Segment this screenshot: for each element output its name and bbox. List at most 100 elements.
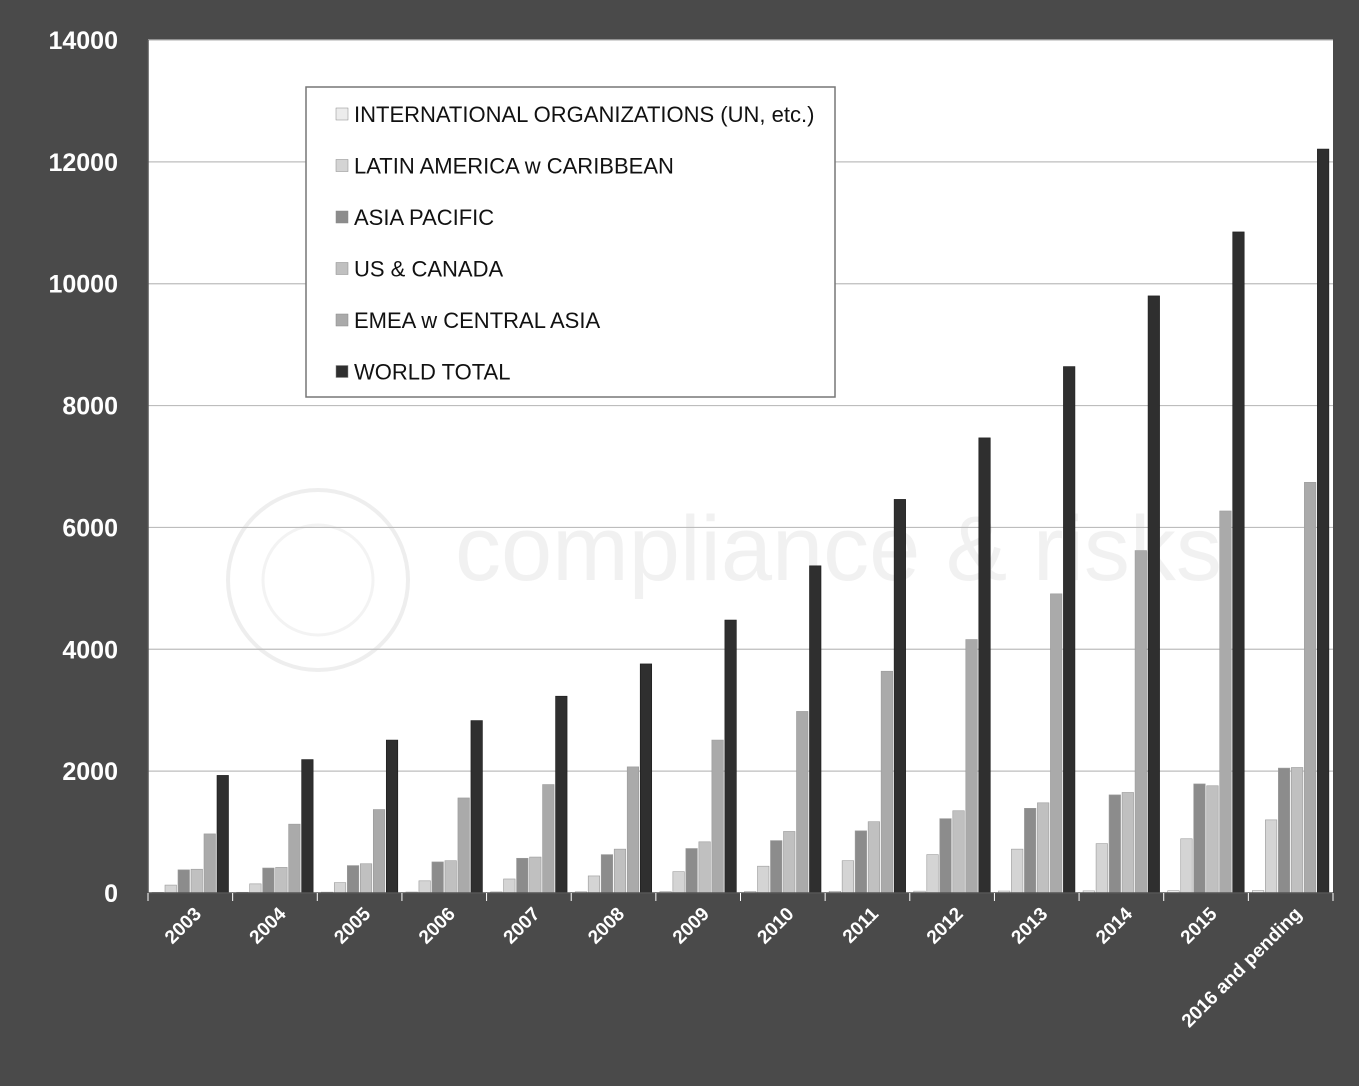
- bar-world-total: [1317, 148, 1330, 894]
- y-tick-label: 0: [104, 880, 118, 908]
- bar-us-canada: [783, 831, 796, 894]
- bar-world-total: [216, 775, 229, 894]
- bar-latin-america-w-caribbean: [164, 884, 177, 894]
- watermark-logo: compliance & risks: [226, 488, 1222, 672]
- bar-emea-w-central-asia: [711, 739, 724, 894]
- axes: [147, 40, 1334, 901]
- bar-world-total: [1232, 231, 1245, 894]
- bar-world-total: [724, 619, 737, 894]
- watermark-ring: [226, 488, 410, 672]
- y-tick-label: 6000: [62, 514, 118, 542]
- legend-label: US & CANADA: [354, 257, 503, 282]
- legend-label: LATIN AMERICA w CARIBBEAN: [354, 154, 674, 179]
- bar-latin-america-w-caribbean: [1011, 848, 1024, 894]
- bar-latin-america-w-caribbean: [757, 865, 770, 894]
- bar-emea-w-central-asia: [965, 639, 978, 894]
- bar-world-total: [809, 565, 822, 894]
- y-tick-label: 2000: [62, 758, 118, 786]
- y-tick-labels: 0 2000 4000 6000 8000 10000 12000 14000: [48, 27, 118, 908]
- bar-world-total: [978, 437, 991, 894]
- bar-latin-america-w-caribbean: [841, 860, 854, 894]
- bar-us-canada: [359, 863, 373, 894]
- bar-asia-pacific: [516, 857, 529, 894]
- legend-label: WORLD TOTAL: [354, 360, 510, 385]
- bar-latin-america-w-caribbean: [926, 854, 939, 894]
- bar-world-total: [385, 739, 399, 894]
- bar-asia-pacific: [177, 869, 190, 894]
- bar-emea-w-central-asia: [288, 823, 301, 894]
- bar-latin-america-w-caribbean: [333, 882, 347, 894]
- bar-us-canada: [275, 867, 288, 894]
- y-tick-label: 14000: [48, 27, 118, 55]
- bar-world-total: [893, 499, 906, 894]
- bar-latin-america-w-caribbean: [1180, 838, 1193, 894]
- bar-asia-pacific: [685, 848, 698, 894]
- bar-latin-america-w-caribbean: [503, 878, 516, 894]
- bar-latin-america-w-caribbean: [587, 875, 601, 894]
- bar-us-canada: [1206, 785, 1219, 894]
- bar-asia-pacific: [1024, 808, 1037, 894]
- bar-world-total: [555, 695, 568, 894]
- bar-us-canada: [444, 860, 457, 894]
- bar-asia-pacific: [939, 818, 952, 894]
- watermark-ring-inner: [261, 523, 375, 637]
- bar-us-canada: [190, 868, 203, 894]
- y-tick-label: 4000: [62, 636, 118, 664]
- bar-emea-w-central-asia: [626, 766, 640, 894]
- bar-us-canada: [698, 841, 711, 894]
- bar-emea-w-central-asia: [457, 797, 470, 894]
- bar-asia-pacific: [854, 830, 867, 894]
- bar-emea-w-central-asia: [1134, 550, 1147, 894]
- bar-emea-w-central-asia: [796, 711, 809, 894]
- bar-emea-w-central-asia: [1219, 510, 1232, 894]
- bar-latin-america-w-caribbean: [418, 880, 431, 894]
- legend-swatch: [335, 313, 349, 327]
- bar-latin-america-w-caribbean: [249, 883, 262, 894]
- bar-emea-w-central-asia: [203, 833, 216, 894]
- bar-emea-w-central-asia: [1050, 593, 1063, 894]
- bar-emea-w-central-asia: [542, 784, 555, 894]
- bar-latin-america-w-caribbean: [672, 871, 685, 894]
- bar-latin-america-w-caribbean: [1265, 819, 1278, 894]
- bar-asia-pacific: [770, 840, 783, 894]
- bar-us-canada: [952, 810, 965, 894]
- y-tick-label: 10000: [48, 271, 118, 299]
- bar-asia-pacific: [346, 865, 360, 894]
- legend-label: ASIA PACIFIC: [354, 205, 494, 230]
- bar-emea-w-central-asia: [372, 809, 386, 894]
- bar-us-canada: [529, 856, 542, 894]
- bar-asia-pacific: [262, 867, 275, 894]
- bar-asia-pacific: [1108, 794, 1121, 894]
- bar-asia-pacific: [431, 861, 444, 894]
- legend-swatch: [335, 262, 349, 275]
- bar-asia-pacific: [1193, 783, 1206, 894]
- legend-swatch: [335, 365, 349, 378]
- bar-asia-pacific: [600, 854, 614, 894]
- legend-swatch: [335, 107, 349, 121]
- watermark-text: compliance & risks: [455, 498, 1222, 600]
- bar-latin-america-w-caribbean: [1095, 843, 1108, 894]
- y-tick-label: 8000: [62, 393, 118, 421]
- bar-us-canada: [613, 848, 627, 894]
- legend-box: [305, 86, 836, 398]
- bar-emea-w-central-asia: [880, 670, 893, 894]
- bar-world-total: [639, 663, 653, 894]
- bar-emea-w-central-asia: [1304, 482, 1317, 894]
- bar-us-canada: [1037, 802, 1050, 894]
- bar-us-canada: [1121, 792, 1134, 894]
- bar-asia-pacific: [1278, 767, 1291, 894]
- legend: INTERNATIONAL ORGANIZATIONS (UN, etc.) LA…: [305, 86, 836, 398]
- legend-swatch: [335, 210, 349, 224]
- bar-us-canada: [1291, 767, 1304, 894]
- legend-swatch: [335, 159, 349, 172]
- bar-world-total: [1147, 295, 1160, 894]
- bar-world-total: [301, 759, 314, 894]
- legend-label: EMEA w CENTRAL ASIA: [354, 308, 600, 333]
- bar-world-total: [1063, 366, 1076, 894]
- y-tick-label: 12000: [48, 149, 118, 177]
- legend-label: INTERNATIONAL ORGANIZATIONS (UN, etc.): [354, 102, 814, 127]
- bar-world-total: [470, 720, 483, 894]
- bar-us-canada: [867, 821, 880, 894]
